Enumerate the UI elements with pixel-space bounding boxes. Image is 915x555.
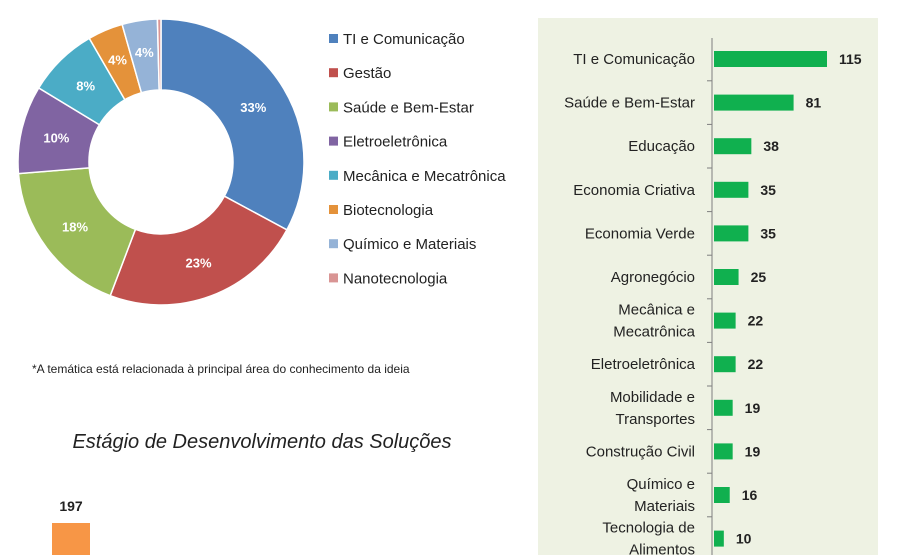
bar-category-label: Agronegócio [611, 269, 695, 286]
bar-construcao-civil [714, 443, 733, 460]
bar-value-label: 22 [748, 313, 764, 329]
bar-category-label: Químico e Materiais [627, 476, 695, 515]
donut-slice-label: 4% [135, 45, 154, 60]
bar-value-label: 10 [736, 531, 752, 547]
legend-label-eletroeletronica: Eletroeletrônica [343, 134, 448, 151]
bar-value-label: 81 [806, 95, 822, 111]
donut-slice-label: 23% [186, 256, 212, 271]
legend-swatch-ti-e-comunicacao [329, 34, 338, 43]
bar-ti-e-comunicacao [714, 51, 827, 67]
bar-value-label: 22 [748, 356, 764, 372]
bar-value-label: 25 [751, 269, 767, 285]
stage-bar-chart: 197 [52, 498, 90, 555]
bar-category-label: Construção Civil [586, 443, 695, 460]
donut-legend: TI e Comunicação Gestão Saúde e Bem-Estar E… [329, 31, 506, 287]
donut-chart: 33% 23% 18% 10% 8% 4% 4% [17, 18, 305, 306]
legend-swatch-nanotecnologia [329, 273, 338, 283]
bar-economia-verde [714, 225, 749, 242]
bar-value-label: 35 [760, 182, 776, 198]
stage-chart-title: Estágio de Desenvolvimento das Soluções [72, 431, 451, 453]
donut-slice-gestao [109, 195, 288, 306]
bar-category-label: Educação [628, 138, 695, 155]
bar-tecnologia-de-alimentos [714, 530, 724, 547]
bar-category-label: Economia Verde [585, 225, 695, 242]
bar-category-label: Saúde e Bem-Estar [564, 95, 695, 112]
stage-bar [52, 523, 90, 555]
bar-mobilidade-e-transportes [714, 399, 733, 416]
bar-category-label: TI e Comunicação [573, 51, 695, 68]
donut-slice-ti-e-comunicacao [160, 18, 305, 231]
bar-eletroeletronica [714, 356, 736, 373]
legend-label-biotecnologia: Biotecnologia [343, 202, 434, 219]
bar-chart-panel [538, 18, 878, 555]
bar-value-label: 115 [839, 51, 862, 67]
legend-swatch-quimico-e-materiais [329, 239, 338, 249]
bar-value-label: 16 [742, 487, 758, 503]
legend-swatch-biotecnologia [329, 205, 338, 214]
legend-swatch-saude-e-bem-estar [329, 102, 338, 112]
bar-value-label: 38 [763, 138, 779, 154]
legend-label-mecanica-e-mecatronica: Mecânica e Mecatrônica [343, 168, 506, 185]
footnote: *A temática está relacionada à principal… [32, 362, 410, 376]
bar-category-label: Economia Criativa [573, 182, 695, 199]
bar-category-label: Mobilidade e Transportes [610, 389, 695, 428]
bar-category-label: Tecnologia de Alimentos [602, 520, 695, 555]
donut-slice-label: 8% [76, 78, 95, 93]
bar-value-label: 35 [760, 225, 776, 241]
bar-agronegocio [714, 269, 739, 285]
bar-value-label: 19 [745, 443, 761, 459]
stage-bar-value-label: 197 [59, 498, 83, 514]
bar-economia-criativa [714, 181, 749, 198]
donut-slice-label: 33% [240, 100, 266, 115]
donut-slice-saude-e-bem-estar [17, 167, 137, 297]
horizontal-bar-chart: 115 TI e Comunicação 81 Saúde e Bem-Estar 38… [564, 38, 862, 555]
legend-swatch-gestao [329, 68, 338, 78]
donut-slice-label: 18% [62, 220, 88, 235]
bar-educacao [714, 138, 752, 155]
donut-slice-label: 4% [108, 52, 127, 67]
legend-swatch-mecanica-e-mecatronica [329, 170, 338, 180]
bar-mecanica-e-mecatronica [714, 312, 736, 329]
legend-label-nanotecnologia: Nanotecnologia [343, 270, 448, 287]
legend-label-quimico-e-materiais: Químico e Materiais [343, 236, 476, 253]
donut-slice-nanotecnologia [156, 18, 162, 91]
legend-swatch-eletroeletronica [329, 136, 338, 146]
bar-category-label: Eletroeletrônica [591, 356, 696, 373]
legend-label-saude-e-bem-estar: Saúde e Bem-Estar [343, 99, 474, 116]
bar-saude-e-bem-estar [714, 94, 794, 111]
donut-slice-label: 10% [43, 130, 69, 145]
legend-label-gestao: Gestão [343, 65, 391, 82]
bar-quimico-e-materiais [714, 487, 730, 503]
bar-category-label: Mecânica e Mecatrônica [613, 302, 695, 341]
bar-value-label: 19 [745, 400, 761, 416]
legend-label-ti-e-comunicacao: TI e Comunicação [343, 31, 465, 48]
